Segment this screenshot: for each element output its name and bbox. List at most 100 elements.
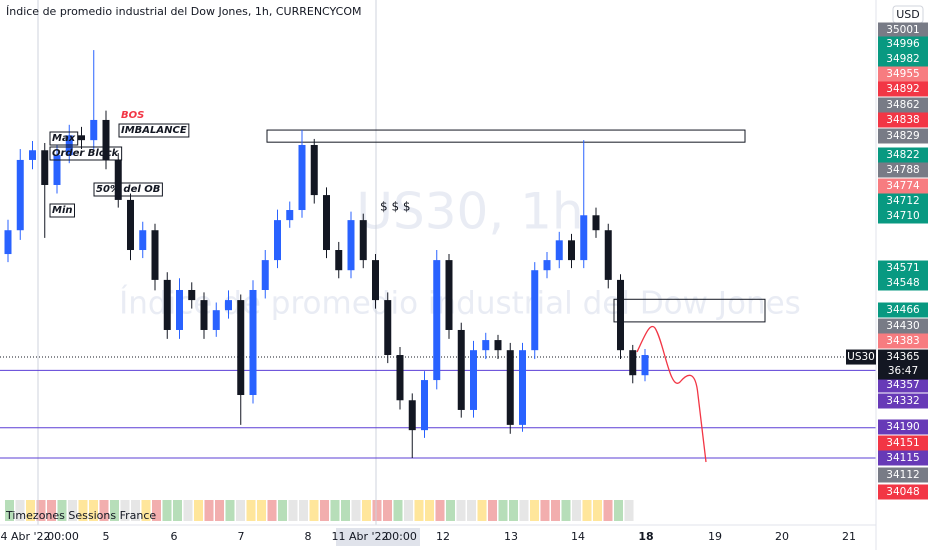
price-badge <box>878 333 928 349</box>
x-tick-label: 13 <box>504 530 518 543</box>
candle-body <box>102 119 110 160</box>
annotation-box <box>118 123 190 138</box>
current-price-label: 34365 <box>886 351 919 363</box>
candle-body <box>470 350 477 410</box>
chart-title: Índice de promedio industrial del Dow Jo… <box>6 5 361 18</box>
session-block <box>246 500 256 521</box>
candle-body <box>78 135 85 141</box>
session-block <box>330 500 340 521</box>
price-badge-label: 34332 <box>886 395 919 407</box>
price-badge <box>878 484 928 500</box>
annotation: IMBALANCE <box>121 125 187 136</box>
price-badge-label: 34829 <box>886 130 919 142</box>
session-block <box>362 500 371 521</box>
price-badge-label: 34712 <box>886 195 919 207</box>
candle-body <box>568 240 575 261</box>
x-tick-label: 7 <box>238 530 245 543</box>
price-badge-label: 34190 <box>886 421 919 433</box>
date-highlight <box>336 528 420 546</box>
candle-body <box>41 150 49 185</box>
symbol-badge <box>846 349 876 365</box>
candle-body <box>114 159 122 200</box>
candle-body <box>151 230 159 280</box>
session-block <box>614 500 623 521</box>
session-block <box>341 500 350 521</box>
candle-body <box>408 400 416 431</box>
price-badge <box>878 419 928 435</box>
price-badge-label: 35001 <box>886 24 919 36</box>
candle-body <box>249 289 257 396</box>
price-badge <box>878 66 928 82</box>
session-block <box>78 500 88 521</box>
session-block <box>603 500 613 521</box>
plot: US30, 1h Índice de promedio industrial de… <box>0 0 876 525</box>
candle-body <box>163 279 171 330</box>
candle-body <box>237 300 245 396</box>
price-badge <box>878 435 928 451</box>
zone-box <box>266 129 746 143</box>
session-block <box>414 500 424 521</box>
countdown: 36:47 <box>888 365 918 377</box>
price-badge-label: 34955 <box>886 68 919 80</box>
x-tick-label: 12 <box>436 530 450 543</box>
x-tick-label: 19 <box>708 530 722 543</box>
x-tick-label: 6 <box>171 530 178 543</box>
candle-body <box>543 260 551 271</box>
price-badge <box>878 208 928 224</box>
candle-body <box>519 350 526 425</box>
candle-body <box>494 340 502 351</box>
session-block <box>551 500 560 521</box>
session-block <box>131 500 140 521</box>
session-block <box>47 500 56 521</box>
price-badge-label: 34357 <box>886 379 919 391</box>
candle-body <box>641 355 649 376</box>
session-block <box>477 500 487 521</box>
x-tick-label: 21 <box>842 530 856 543</box>
x-tick-label: 5 <box>103 530 110 543</box>
session-block <box>57 500 67 521</box>
session-block <box>582 500 592 521</box>
session-block <box>141 500 151 521</box>
price-badge-label: 34710 <box>886 210 919 222</box>
price-badge-label: 34112 <box>886 469 919 481</box>
session-block <box>120 500 130 521</box>
x-tick-label: 00:00 <box>385 530 417 543</box>
currency[interactable]: USD <box>896 8 920 21</box>
session-block <box>561 500 571 521</box>
session-block <box>99 500 109 521</box>
candle-body <box>16 159 24 231</box>
candle-body <box>433 260 441 381</box>
price-badge <box>878 450 928 466</box>
annotation: Max <box>52 133 76 144</box>
session-block <box>5 500 14 521</box>
price-badge <box>878 36 928 52</box>
watermark-name: Índice de promedio industrial del Dow Jo… <box>119 286 801 322</box>
session-block <box>624 500 634 521</box>
price-badge-label: 34571 <box>886 262 919 274</box>
annotation-box <box>93 182 163 197</box>
session-block <box>183 500 193 521</box>
candle-body <box>200 300 208 330</box>
price-badge-label: 34822 <box>886 149 919 161</box>
price-badge-label: 34430 <box>886 320 919 332</box>
session-block <box>26 500 35 521</box>
price-badge <box>878 162 928 178</box>
x-tick-label: 11 Abr '22 <box>331 530 388 543</box>
price-badge <box>878 51 928 67</box>
candle-body <box>617 279 624 351</box>
candle-body <box>359 220 367 261</box>
session-block <box>267 500 277 521</box>
candle-body <box>457 329 465 410</box>
candle-body <box>482 340 490 351</box>
candle-body <box>335 250 343 271</box>
candle-body <box>580 215 588 261</box>
session-block <box>68 500 77 521</box>
session-block <box>509 500 518 521</box>
price-badge <box>878 377 928 393</box>
candle-body <box>53 155 61 185</box>
session-block <box>89 500 98 521</box>
candle-body <box>592 215 600 231</box>
session-block <box>152 500 161 521</box>
